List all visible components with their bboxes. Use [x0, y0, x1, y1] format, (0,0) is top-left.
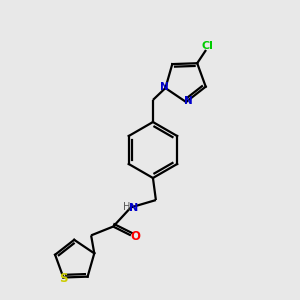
Text: N: N	[184, 95, 193, 106]
Text: N: N	[160, 82, 169, 92]
Text: Cl: Cl	[202, 41, 213, 51]
Text: H: H	[123, 202, 130, 212]
Text: O: O	[130, 230, 140, 243]
Text: S: S	[59, 272, 68, 286]
Text: N: N	[129, 203, 138, 213]
